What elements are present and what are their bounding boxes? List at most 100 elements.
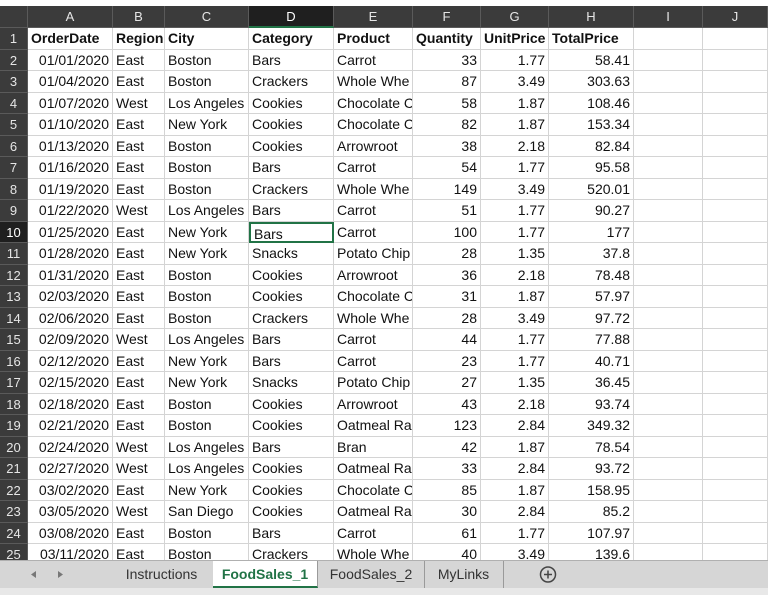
cell[interactable] [634, 350, 703, 372]
cell[interactable]: 93.74 [549, 393, 634, 415]
cell[interactable]: Boston [165, 393, 249, 415]
cell[interactable] [634, 329, 703, 351]
cell[interactable]: 01/31/2020 [28, 264, 113, 286]
cell[interactable]: 82 [413, 114, 481, 136]
cell[interactable]: Bars [249, 49, 334, 71]
column-header[interactable]: A [28, 6, 113, 28]
column-header[interactable]: I [634, 6, 703, 28]
cell[interactable]: 58 [413, 92, 481, 114]
cell[interactable] [703, 157, 768, 179]
cell[interactable]: 54 [413, 157, 481, 179]
cell[interactable]: East [113, 393, 165, 415]
sheet-tab[interactable]: FoodSales_2 [318, 561, 425, 588]
cell[interactable]: 02/15/2020 [28, 372, 113, 394]
cell[interactable]: Bars [249, 221, 334, 243]
cell[interactable]: 40.71 [549, 350, 634, 372]
cell[interactable]: Carrot [334, 350, 413, 372]
cell[interactable] [634, 264, 703, 286]
cell[interactable]: Boston [165, 544, 249, 560]
cell[interactable] [703, 135, 768, 157]
cell[interactable]: Boston [165, 135, 249, 157]
cell[interactable]: 01/16/2020 [28, 157, 113, 179]
cell[interactable] [703, 307, 768, 329]
cell[interactable]: West [113, 329, 165, 351]
cell[interactable]: 03/02/2020 [28, 479, 113, 501]
cell[interactable]: Whole Whe [334, 178, 413, 200]
cell[interactable]: 139.6 [549, 544, 634, 560]
cell[interactable]: 01/13/2020 [28, 135, 113, 157]
cell[interactable]: Bars [249, 157, 334, 179]
cell[interactable]: Arrowroot [334, 135, 413, 157]
cell[interactable]: 153.34 [549, 114, 634, 136]
cell[interactable]: 28 [413, 307, 481, 329]
cell[interactable]: Cookies [249, 393, 334, 415]
cell[interactable] [634, 28, 703, 50]
row-header[interactable]: 24 [0, 522, 28, 544]
cell[interactable]: 01/10/2020 [28, 114, 113, 136]
cell[interactable]: 03/05/2020 [28, 501, 113, 523]
cell[interactable] [703, 200, 768, 222]
cell[interactable]: New York [165, 221, 249, 243]
cell[interactable] [634, 49, 703, 71]
cell[interactable] [634, 243, 703, 265]
cell[interactable]: East [113, 479, 165, 501]
cell[interactable]: UnitPrice [481, 28, 549, 50]
cell[interactable]: 1.77 [481, 522, 549, 544]
cell[interactable]: 1.87 [481, 479, 549, 501]
cell[interactable]: 90.27 [549, 200, 634, 222]
cell[interactable]: Bars [249, 200, 334, 222]
cell[interactable] [634, 114, 703, 136]
cell[interactable]: 3.49 [481, 544, 549, 560]
row-header[interactable]: 5 [0, 114, 28, 136]
column-header[interactable]: B [113, 6, 165, 28]
row-header[interactable]: 17 [0, 372, 28, 394]
cell[interactable] [634, 157, 703, 179]
cell[interactable]: East [113, 157, 165, 179]
cell[interactable]: 78.48 [549, 264, 634, 286]
cell[interactable]: Cookies [249, 264, 334, 286]
row-header[interactable]: 15 [0, 329, 28, 351]
cell[interactable]: 1.35 [481, 372, 549, 394]
cell[interactable]: Carrot [334, 522, 413, 544]
cell[interactable]: 02/27/2020 [28, 458, 113, 480]
cell[interactable]: 33 [413, 49, 481, 71]
cell[interactable]: Crackers [249, 544, 334, 560]
cell[interactable]: Snacks [249, 243, 334, 265]
cell[interactable]: East [113, 544, 165, 560]
cell[interactable]: Boston [165, 307, 249, 329]
cell[interactable]: Crackers [249, 178, 334, 200]
cell[interactable] [703, 92, 768, 114]
cell[interactable] [703, 71, 768, 93]
cell[interactable]: 1.87 [481, 114, 549, 136]
cell[interactable]: East [113, 350, 165, 372]
cell[interactable]: Carrot [334, 157, 413, 179]
cell[interactable]: Cookies [249, 458, 334, 480]
cell[interactable]: West [113, 501, 165, 523]
cell[interactable]: Arrowroot [334, 393, 413, 415]
cell[interactable]: 01/22/2020 [28, 200, 113, 222]
row-header[interactable]: 18 [0, 393, 28, 415]
cell[interactable] [634, 200, 703, 222]
cell[interactable]: New York [165, 243, 249, 265]
cell[interactable] [703, 49, 768, 71]
cell[interactable] [703, 221, 768, 243]
cell[interactable]: Los Angeles [165, 436, 249, 458]
cell[interactable]: 85.2 [549, 501, 634, 523]
cell[interactable]: 349.32 [549, 415, 634, 437]
cell[interactable]: 1.87 [481, 436, 549, 458]
cell[interactable]: 97.72 [549, 307, 634, 329]
cell[interactable]: Los Angeles [165, 458, 249, 480]
cell[interactable]: New York [165, 350, 249, 372]
cell[interactable]: 61 [413, 522, 481, 544]
cell[interactable] [634, 458, 703, 480]
cell[interactable] [703, 28, 768, 50]
cell[interactable]: 37.8 [549, 243, 634, 265]
cell[interactable]: Oatmeal Ra [334, 458, 413, 480]
cell[interactable]: 02/06/2020 [28, 307, 113, 329]
cell[interactable]: 01/07/2020 [28, 92, 113, 114]
row-header[interactable]: 6 [0, 135, 28, 157]
cell[interactable]: West [113, 92, 165, 114]
row-header[interactable]: 21 [0, 458, 28, 480]
cell[interactable] [703, 114, 768, 136]
cell[interactable] [703, 393, 768, 415]
